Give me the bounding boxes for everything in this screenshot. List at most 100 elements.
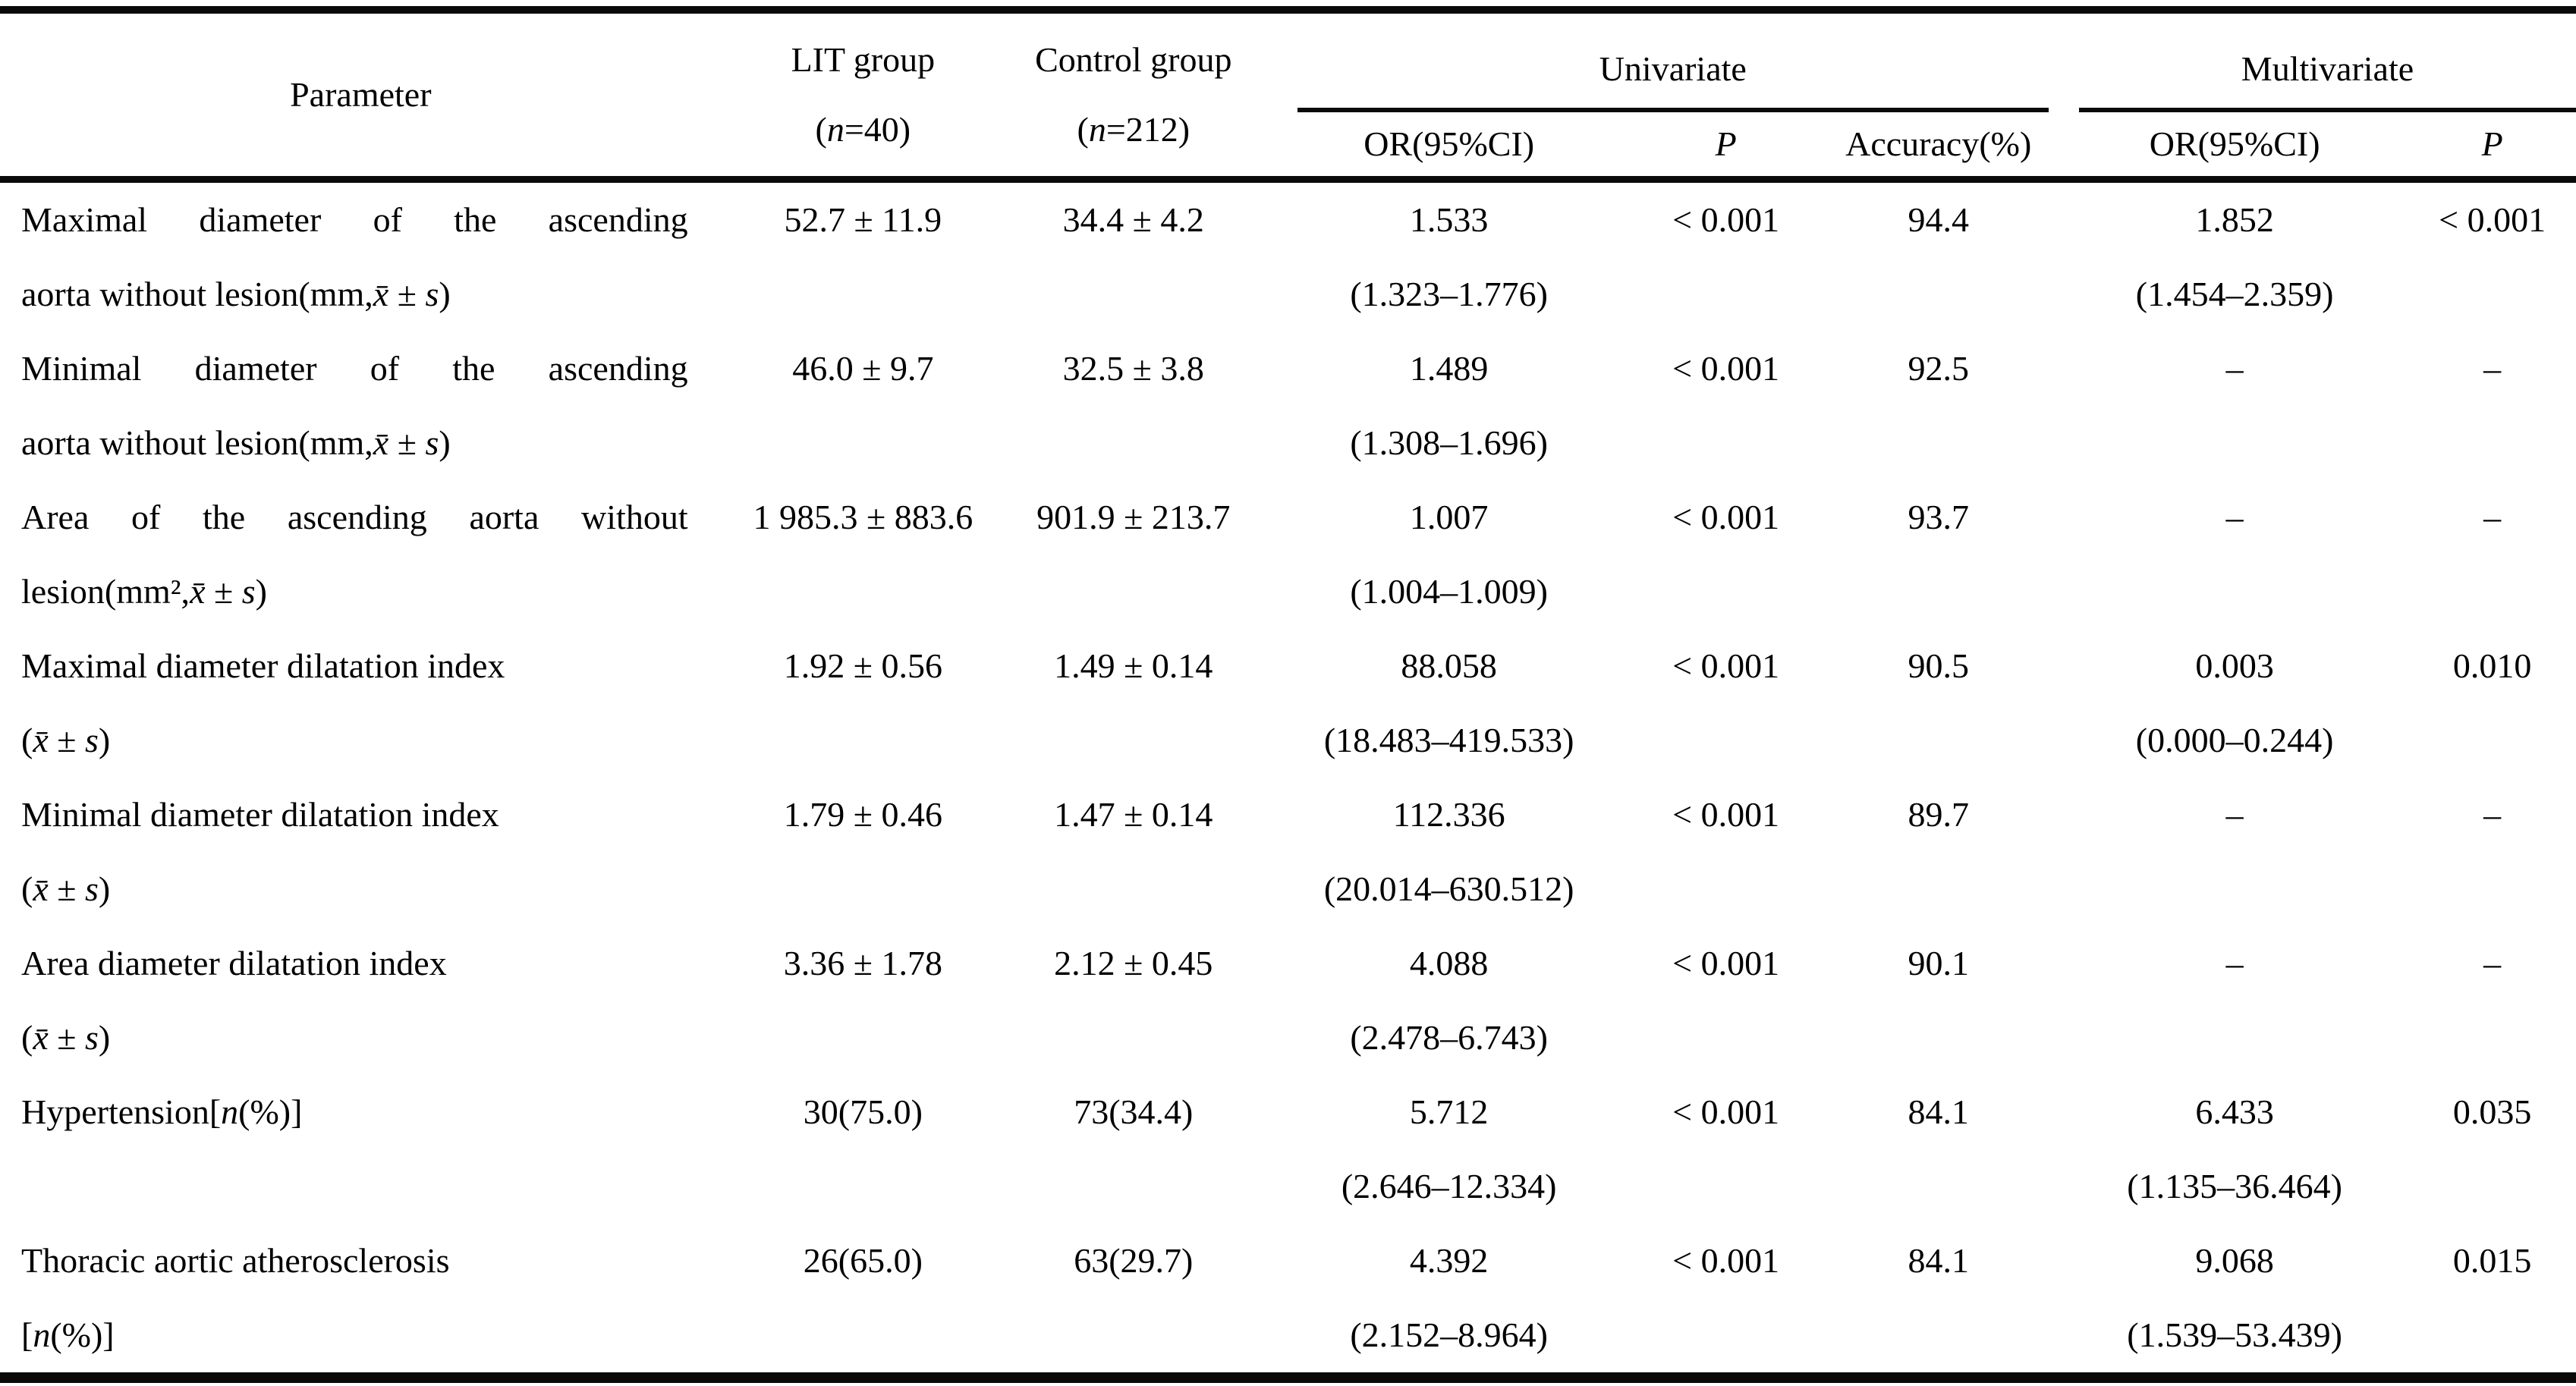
cell-line	[2061, 852, 2408, 926]
cell-line: (20.014–630.512)	[1323, 869, 1574, 908]
control-group-value: 34.4 ± 4.2	[1005, 179, 1263, 332]
accuracy-value: 84.1	[1816, 1075, 2061, 1224]
parameter-cell: Thoracic aortic atherosclerosis [n(%)]	[0, 1224, 722, 1378]
cell-line	[2061, 406, 2408, 480]
cell-line: 63(29.7)	[1074, 1240, 1194, 1280]
table-row: Minimal diameter dilatation index (x̄ ± s…	[0, 778, 2576, 926]
cell-line: [n(%)]	[21, 1315, 115, 1354]
cell-line: –	[2483, 794, 2502, 834]
table-row: Maximal diameter dilatation index (x̄ ± s…	[0, 629, 2576, 778]
cell-line: 46.0 ± 9.7	[792, 348, 934, 388]
cell-line: 4.392	[1409, 1240, 1489, 1280]
cell-line: –	[2225, 497, 2244, 536]
cell-line: lesion(mm²,x̄ ± s)	[21, 571, 267, 611]
cell-line: (2.478–6.743)	[1350, 1017, 1548, 1057]
univariate-p-value: < 0.001	[1636, 179, 1816, 332]
table-row: Area of the ascending aorta without lesio…	[0, 480, 2576, 629]
univariate-p-value: < 0.001	[1636, 926, 1816, 1075]
univariate-p-value: < 0.001	[1636, 1224, 1816, 1378]
univariate-or-value: 1.007 (1.004–1.009)	[1263, 480, 1636, 629]
multivariate-or-value: –	[2061, 778, 2408, 926]
multivariate-or-value: –	[2061, 926, 2408, 1075]
cell-line: (1.539–53.439)	[2127, 1315, 2342, 1354]
cell-line: 1.007	[1409, 497, 1489, 536]
lit-group-value: 30(75.0)	[722, 1075, 1005, 1224]
col-header-control-group: Control group (n=212)	[1005, 10, 1263, 183]
cell-line: (2.646–12.334)	[1341, 1166, 1557, 1205]
table-row: Hypertension[n(%)] 30(75.0) 73(34.4) 5.712 (…	[0, 1075, 2576, 1224]
control-group-value: 1.49 ± 0.14	[1005, 629, 1263, 778]
cell-line: 32.5 ± 3.8	[1062, 348, 1204, 388]
cell-line: < 0.001	[1672, 794, 1780, 834]
cell-line: 2.12 ± 0.45	[1054, 943, 1213, 982]
multivariate-p-value: –	[2408, 480, 2576, 629]
cell-line: 1.533	[1409, 200, 1489, 239]
univariate-spanner-label: Univariate	[1297, 39, 2049, 112]
parameter-cell: Hypertension[n(%)]	[0, 1075, 722, 1224]
col-header-accuracy: Accuracy(%)	[1816, 112, 2061, 183]
accuracy-value: 90.1	[1816, 926, 2061, 1075]
cell-line: Thoracic aortic atherosclerosis	[21, 1240, 450, 1280]
cell-line: 90.5	[1908, 646, 1969, 685]
cell-line: (1.454–2.359)	[2135, 274, 2334, 313]
univariate-p-value: < 0.001	[1636, 480, 1816, 629]
control-group-value: 1.47 ± 0.14	[1005, 778, 1263, 926]
cell-line: 1.489	[1409, 348, 1489, 388]
cell-line: Hypertension[n(%)]	[21, 1092, 303, 1131]
cell-line: < 0.001	[1672, 646, 1780, 685]
cell-line: 0.035	[2452, 1092, 2532, 1131]
cell-line: < 0.001	[1672, 497, 1780, 536]
lit-group-value: 1.79 ± 0.46	[722, 778, 1005, 926]
univariate-or-value: 5.712 (2.646–12.334)	[1263, 1075, 1636, 1224]
multivariate-p-value: –	[2408, 332, 2576, 480]
control-group-value: 901.9 ± 213.7	[1005, 480, 1263, 629]
cell-line: 93.7	[1908, 497, 1969, 536]
cell-line	[2061, 1001, 2408, 1075]
cell-line: (1.323–1.776)	[1350, 274, 1548, 313]
univariate-p-value: < 0.001	[1636, 778, 1816, 926]
cell-line: –	[2225, 794, 2244, 834]
cell-line: 0.003	[2195, 646, 2274, 685]
cell-line: (x̄ ± s)	[21, 720, 111, 759]
col-header-multivariate: Multivariate	[2061, 10, 2576, 112]
cell-line: –	[2483, 348, 2502, 388]
cell-line: (1.135–36.464)	[2127, 1166, 2342, 1205]
cell-line: (1.308–1.696)	[1350, 423, 1548, 462]
cell-line: < 0.001	[1672, 200, 1780, 239]
col-header-multi-or: OR(95%CI)	[2060, 112, 2409, 183]
table-body: Maximal diameter of the ascending aorta w…	[0, 179, 2576, 1378]
cell-line: < 0.001	[1672, 1240, 1780, 1280]
cell-line: 0.015	[2452, 1240, 2532, 1280]
cell-line: < 0.001	[2439, 200, 2546, 239]
univariate-or-value: 1.533 (1.323–1.776)	[1263, 179, 1636, 332]
table-row: Area diameter dilatation index (x̄ ± s) 3.…	[0, 926, 2576, 1075]
parameter-cell: Minimal diameter dilatation index (x̄ ± s…	[0, 778, 722, 926]
cell-line: (x̄ ± s)	[21, 1017, 111, 1057]
parameter-cell: Maximal diameter of the ascending aorta w…	[0, 179, 722, 332]
cell-line: (18.483–419.533)	[1323, 720, 1574, 759]
cell-line: 52.7 ± 11.9	[784, 200, 942, 239]
cell-line	[21, 1149, 688, 1224]
cell-line: 84.1	[1908, 1092, 1969, 1131]
accuracy-value: 92.5	[1816, 332, 2061, 480]
multivariate-spanner-label: Multivariate	[2078, 39, 2576, 112]
lit-group-value: 1 985.3 ± 883.6	[722, 480, 1005, 629]
lit-group-value: 26(65.0)	[722, 1224, 1005, 1378]
control-group-n: (n=212)	[1077, 109, 1190, 149]
cell-line: aorta without lesion(mm,x̄ ± s)	[21, 274, 451, 313]
multivariate-p-value: –	[2408, 778, 2576, 926]
col-header-parameter: Parameter	[0, 10, 722, 183]
col-header-uni-p: P	[1635, 112, 1816, 183]
control-group-value: 2.12 ± 0.45	[1005, 926, 1263, 1075]
cell-line: 4.088	[1409, 943, 1489, 982]
lit-group-value: 46.0 ± 9.7	[722, 332, 1005, 480]
cell-line: 1.852	[2195, 200, 2274, 239]
cell-line: Area of the ascending aorta without	[21, 497, 688, 536]
cell-line: 89.7	[1908, 794, 1969, 834]
cell-line: –	[2225, 943, 2244, 982]
univariate-or-value: 112.336 (20.014–630.512)	[1263, 778, 1636, 926]
univariate-p-value: < 0.001	[1636, 629, 1816, 778]
cell-line: aorta without lesion(mm,x̄ ± s)	[21, 423, 451, 462]
cell-line: 73(34.4)	[1074, 1092, 1194, 1131]
control-group-value: 63(29.7)	[1005, 1224, 1263, 1378]
